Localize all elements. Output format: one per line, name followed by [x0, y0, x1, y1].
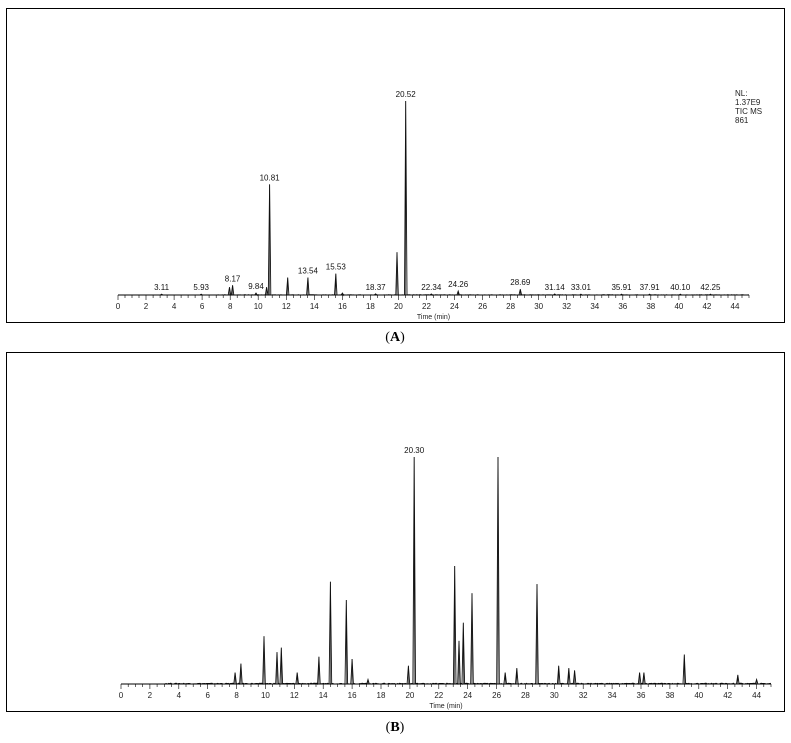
x-tick-label: 4 [172, 302, 177, 311]
x-tick-label: 36 [637, 691, 646, 700]
x-tick-label: 26 [492, 691, 501, 700]
x-axis-label: Time (min) [417, 314, 450, 321]
x-tick-label: 28 [506, 302, 515, 311]
peak-label: 15.53 [326, 263, 347, 272]
chromatogram-a-info: NL: 1.37E9 TIC MS 861 [735, 89, 762, 125]
x-tick-label: 26 [478, 302, 487, 311]
x-tick-label: 22 [434, 691, 443, 700]
chromatogram-trace [118, 100, 749, 297]
x-tick-label: 4 [177, 691, 182, 700]
peak-label: 3.11 [154, 283, 170, 292]
x-tick-label: 24 [463, 691, 472, 700]
x-tick-label: 20 [405, 691, 414, 700]
x-tick-label: 38 [665, 691, 674, 700]
panel-caption-b: (B) [385, 720, 405, 735]
peak-label: 37.91 [640, 283, 661, 292]
x-tick-label: 34 [590, 302, 599, 311]
peak-label: 42.25 [700, 283, 721, 292]
x-tick-label: 32 [562, 302, 571, 311]
x-tick-label: 34 [608, 691, 617, 700]
chromatogram-b-plot: 0 2 4 6 8 10 12 14 16 18 20 22 24 26 28 30 32 34 36 38 40 42 4… [119, 446, 772, 710]
peak-label: 18.37 [366, 283, 387, 292]
panel-caption-b-letter: B [390, 720, 400, 735]
info-line: TIC MS [735, 107, 763, 116]
peak-label: 31.14 [545, 283, 566, 292]
x-tick-label: 36 [618, 302, 627, 311]
peak-label: 28.69 [510, 278, 531, 287]
x-tick-label: 10 [254, 302, 263, 311]
x-tick-label: 10 [261, 691, 270, 700]
x-tick-label: 30 [550, 691, 559, 700]
x-tick-label: 28 [521, 691, 530, 700]
x-tick-label: 0 [119, 691, 124, 700]
x-tick-label: 0 [116, 302, 121, 311]
peak-label: 5.93 [193, 283, 209, 292]
x-tick-label: 22 [422, 302, 431, 311]
peak-label: 20.52 [396, 90, 417, 99]
panel-caption-a-letter: A [389, 330, 401, 345]
x-tick-label: 8 [228, 302, 233, 311]
x-tick-label: 6 [205, 691, 210, 700]
chromatogram-a-marks: 0 2 4 6 8 10 12 14 16 18 20 22 24 26 28 30 32 34 36 38 40 42 4… [116, 90, 750, 321]
x-tick-label: 8 [234, 691, 239, 700]
peak-label: 13.54 [298, 267, 319, 276]
chromatogram-a-plot: 0 2 4 6 8 10 12 14 16 18 20 22 24 26 28 30 32 34 36 38 40 42 4… [116, 90, 750, 321]
info-line: NL: [735, 89, 748, 98]
peak-label: 8.17 [225, 274, 241, 283]
x-tick-label: 32 [579, 691, 588, 700]
chromatogram-trace [121, 456, 771, 686]
x-tick-label: 44 [731, 302, 740, 311]
x-tick-label: 30 [534, 302, 543, 311]
x-tick-label: 42 [723, 691, 732, 700]
x-tick-label: 2 [144, 302, 149, 311]
x-tick-label: 20 [394, 302, 403, 311]
chromatogram-b-marks: 0 2 4 6 8 10 12 14 16 18 20 22 24 26 28 30 32 34 36 38 40 42 4… [119, 446, 772, 710]
x-tick-label: 44 [752, 691, 761, 700]
chromatogram-panel-b: 0 2 4 6 8 10 12 14 16 18 20 22 24 26 28 30 32 34 36 38 40 42 4… [6, 352, 785, 712]
peak-label: 9.84 [248, 282, 264, 291]
peak-label: 33.01 [571, 283, 592, 292]
panel-caption-a: (A) [385, 330, 405, 345]
x-axis-label: Time (min) [429, 703, 462, 710]
x-tick-label: 18 [366, 302, 375, 311]
x-tick-label: 18 [377, 691, 386, 700]
x-tick-label: 14 [319, 691, 328, 700]
peak-label: 20.30 [404, 446, 425, 455]
x-tick-label: 40 [674, 302, 683, 311]
x-tick-label: 12 [282, 302, 291, 311]
chromatogram-panel-a: 0 2 4 6 8 10 12 14 16 18 20 22 24 26 28 30 32 34 36 38 40 42 4… [6, 8, 785, 323]
peak-label: 10.81 [260, 173, 281, 182]
x-tick-label: 40 [694, 691, 703, 700]
peak-label: 22.34 [421, 283, 442, 292]
info-line: 861 [735, 116, 749, 125]
info-line: 1.37E9 [735, 98, 761, 107]
x-tick-label: 12 [290, 691, 299, 700]
peak-label: 40.10 [670, 283, 691, 292]
x-tick-label: 14 [310, 302, 319, 311]
x-tick-label: 2 [148, 691, 153, 700]
peak-label: 35.91 [611, 283, 632, 292]
x-tick-label: 6 [200, 302, 205, 311]
x-tick-label: 16 [338, 302, 347, 311]
x-tick-label: 16 [348, 691, 357, 700]
x-tick-label: 38 [646, 302, 655, 311]
x-tick-label: 42 [702, 302, 711, 311]
peak-label: 24.26 [448, 280, 469, 289]
x-tick-label: 24 [450, 302, 459, 311]
